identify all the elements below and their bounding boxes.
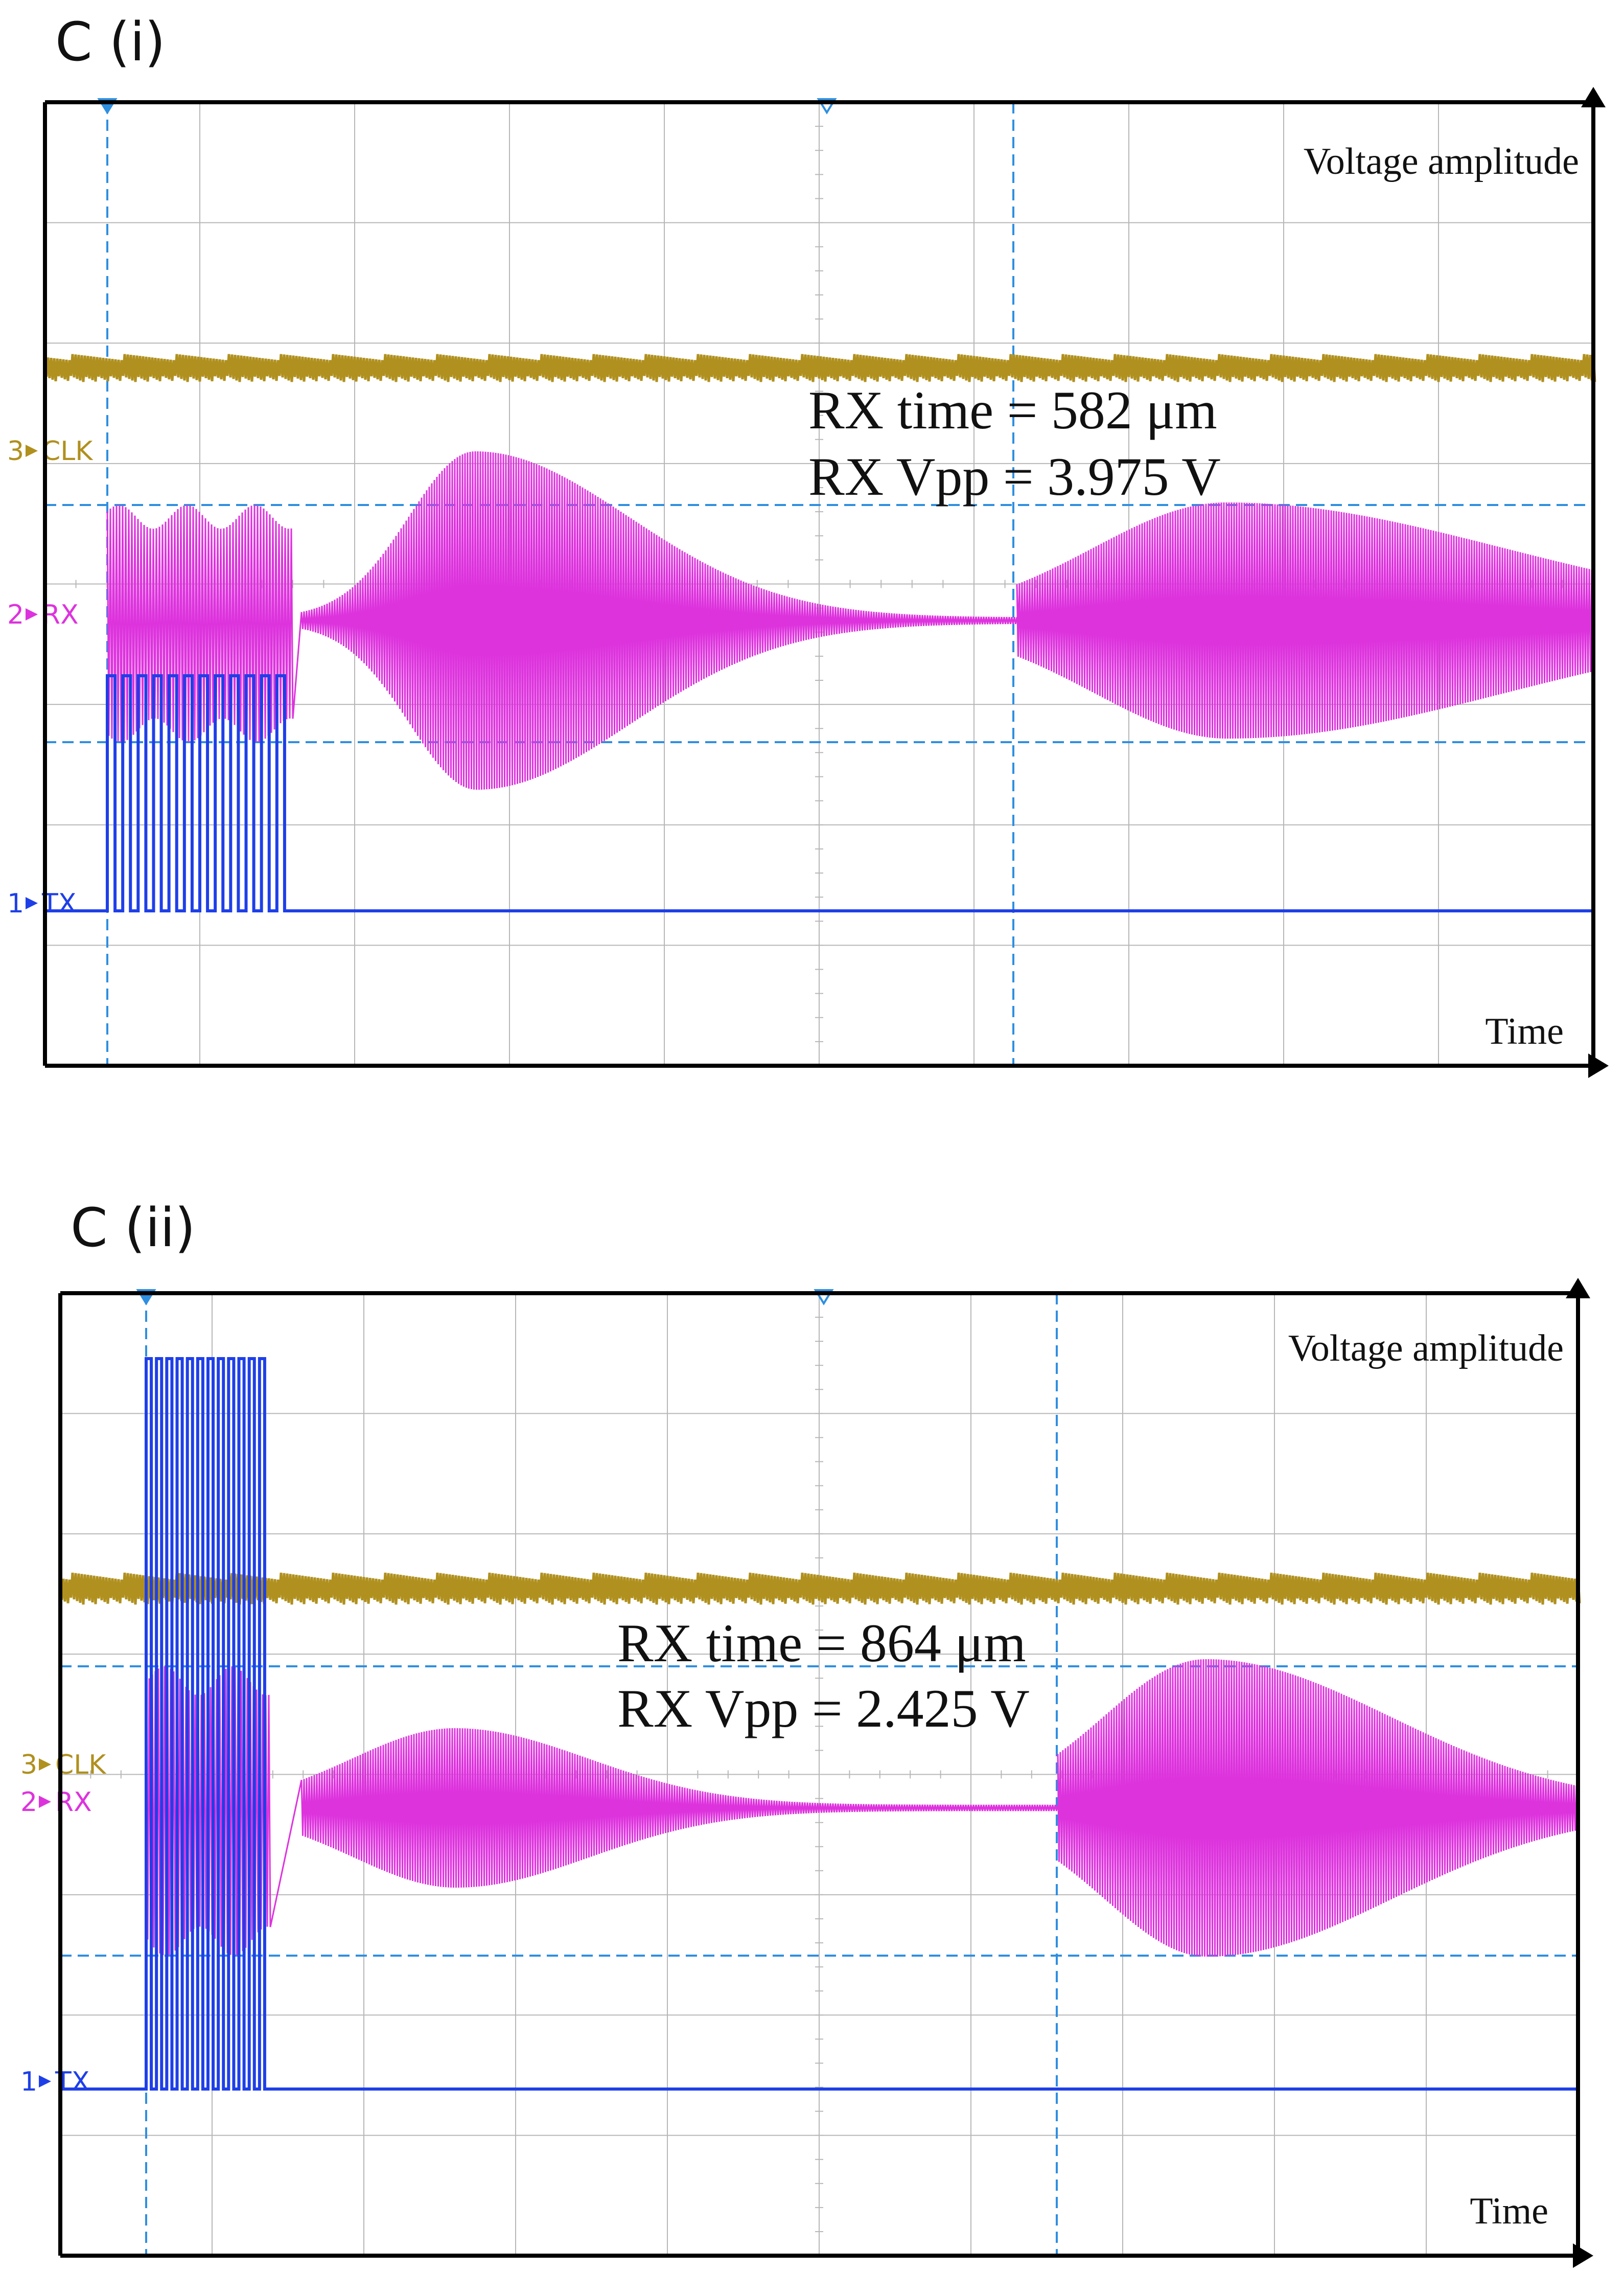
channel-name-label: TX xyxy=(41,888,76,919)
panel-title: C (i) xyxy=(55,11,166,73)
tx-trace xyxy=(60,1357,1578,2091)
traces xyxy=(59,1357,1581,2091)
channel-name-label: CLK xyxy=(55,1750,107,1780)
channel-marker-icon xyxy=(26,897,38,909)
y-axis-label: Voltage amplitude xyxy=(1304,141,1579,182)
grid xyxy=(60,1293,1579,2256)
time-reference-icon xyxy=(814,1289,834,1305)
clk-trace xyxy=(59,1572,1581,1605)
x-axis-arrow-icon xyxy=(1573,2243,1593,2268)
rx-vpp-readout: RX Vpp = 2.425 V xyxy=(617,1679,1030,1738)
channel-labels: 3 CLK 2 RX 1 TX xyxy=(7,436,94,919)
channel-marker-icon xyxy=(39,2075,51,2088)
plot-frame xyxy=(58,1278,1593,2268)
y-axis-arrow-icon xyxy=(1566,1278,1590,1298)
panel-title: C (ii) xyxy=(71,1197,196,1259)
channel-name-label: CLK xyxy=(42,436,94,467)
y-axis-label: Voltage amplitude xyxy=(1288,1327,1564,1369)
channel-number-label: 2 xyxy=(20,1787,37,1818)
channel-number-label: 3 xyxy=(7,436,24,467)
channel-number-label: 1 xyxy=(7,888,24,919)
rx-trace xyxy=(106,451,1594,790)
rx-vpp-readout: RX Vpp = 3.975 V xyxy=(808,447,1221,507)
time-reference-icon xyxy=(817,98,837,114)
x-axis-label: Time xyxy=(1470,2190,1548,2232)
channel-marker-icon xyxy=(26,445,38,457)
channel-number-label: 3 xyxy=(20,1750,37,1780)
channel-name-label: RX xyxy=(42,600,79,630)
channel-marker-icon xyxy=(26,608,38,621)
traces xyxy=(43,354,1596,912)
x-axis-label: Time xyxy=(1485,1011,1564,1052)
rx-trace xyxy=(145,1659,1579,1957)
channel-number-label: 1 xyxy=(20,2067,37,2097)
y-axis-arrow-icon xyxy=(1581,87,1606,107)
clk-trace xyxy=(43,354,1596,382)
channel-marker-icon xyxy=(39,1796,51,1808)
channel-number-label: 2 xyxy=(7,600,24,630)
tx-trace xyxy=(45,674,1593,912)
rx-time-readout: RX time = 864 μm xyxy=(617,1613,1026,1673)
x-axis-arrow-icon xyxy=(1588,1053,1609,1078)
plot-frame xyxy=(43,87,1609,1078)
channel-marker-icon xyxy=(39,1758,51,1771)
rx-time-readout: RX time = 582 μm xyxy=(808,380,1217,440)
